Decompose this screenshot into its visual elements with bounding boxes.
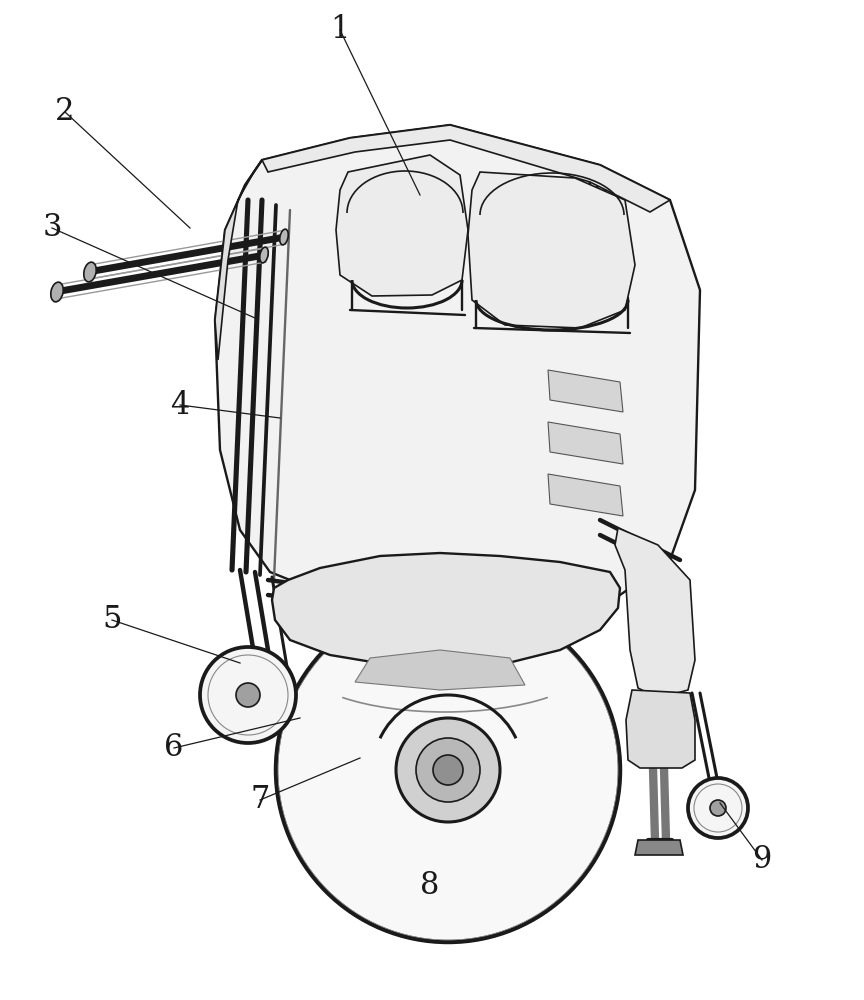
Text: 1: 1 <box>330 14 350 45</box>
Polygon shape <box>262 125 670 212</box>
Circle shape <box>433 755 463 785</box>
Polygon shape <box>272 553 620 668</box>
Text: 8: 8 <box>420 869 440 900</box>
Polygon shape <box>548 474 623 516</box>
Polygon shape <box>548 422 623 464</box>
Circle shape <box>200 647 296 743</box>
Ellipse shape <box>280 229 289 245</box>
Text: 5: 5 <box>102 604 122 636</box>
Polygon shape <box>336 155 468 296</box>
Text: 3: 3 <box>42 213 61 243</box>
Text: 6: 6 <box>164 732 184 764</box>
Circle shape <box>236 683 260 707</box>
Circle shape <box>710 800 726 816</box>
Ellipse shape <box>260 247 268 263</box>
Polygon shape <box>355 650 525 690</box>
Text: 4: 4 <box>170 389 189 420</box>
Polygon shape <box>635 840 683 855</box>
Circle shape <box>688 778 748 838</box>
Circle shape <box>416 738 480 802</box>
Polygon shape <box>468 172 635 328</box>
Text: 2: 2 <box>55 97 75 127</box>
Polygon shape <box>215 125 700 615</box>
Circle shape <box>276 598 620 942</box>
Polygon shape <box>615 528 695 698</box>
Ellipse shape <box>84 262 96 282</box>
Polygon shape <box>548 370 623 412</box>
Circle shape <box>396 718 500 822</box>
Ellipse shape <box>51 282 63 302</box>
Text: 7: 7 <box>251 784 270 816</box>
Polygon shape <box>215 160 262 360</box>
Polygon shape <box>626 690 695 768</box>
Text: 9: 9 <box>753 844 772 876</box>
